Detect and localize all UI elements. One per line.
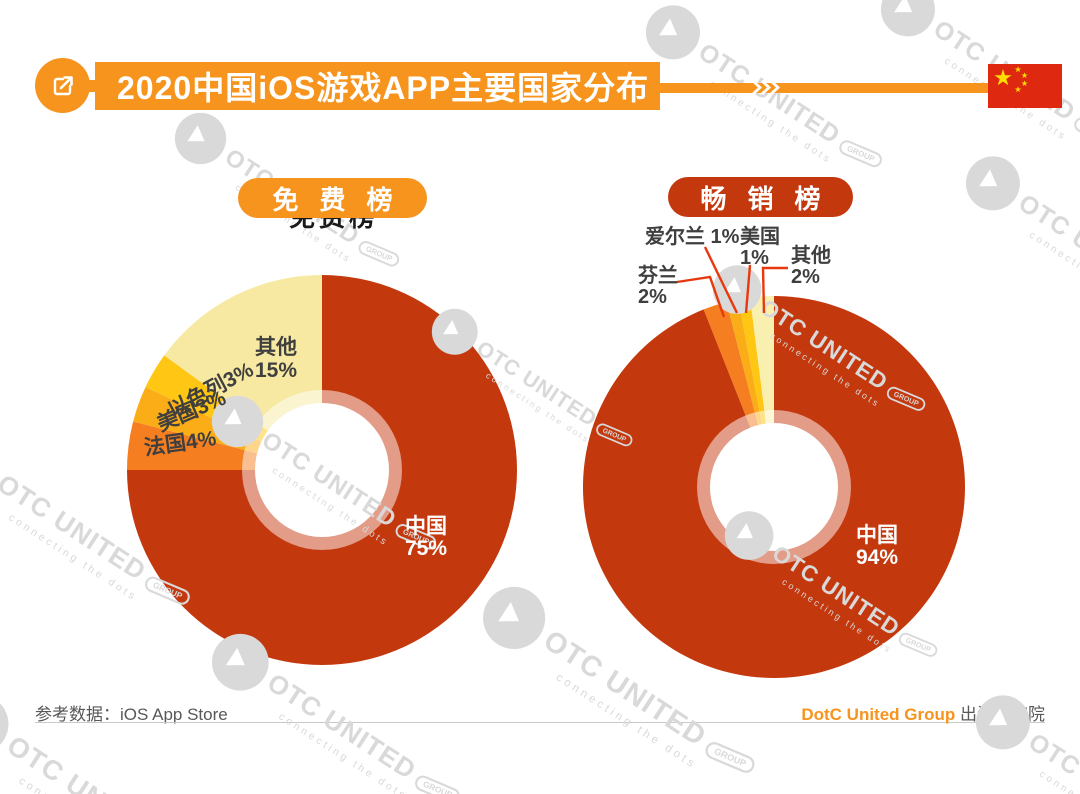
free-chart-pill: 免费榜 <box>238 178 427 218</box>
flag-star <box>1021 72 1028 79</box>
header-line <box>660 83 988 93</box>
donut-chart-grossing <box>583 296 965 678</box>
flag-star <box>1014 86 1022 93</box>
donut-hole <box>710 423 838 551</box>
watermark-disc-logo <box>965 685 1041 760</box>
grossing-chart-pill-label: 畅销榜 <box>700 183 842 214</box>
segment-label: 爱尔兰 1% <box>645 226 740 248</box>
watermark-disc-logo <box>635 0 711 70</box>
watermark-disc-logo <box>870 0 946 47</box>
chevrons-icon <box>752 79 782 100</box>
header-banner: 2020中国iOS游戏APP主要国家分布 <box>95 62 660 110</box>
flag-star <box>1014 66 1022 73</box>
source-note: 参考数据：iOS App Store <box>35 705 228 724</box>
segment-label: 美国 1% <box>740 226 780 269</box>
brand-name: DotC United Group <box>801 705 956 724</box>
watermark-disc-logo <box>165 103 237 174</box>
brand-credit: DotC United Group 出海研究院 <box>801 700 1045 725</box>
page-title: 2020中国iOS游戏APP主要国家分布 <box>117 70 650 106</box>
watermark-disc-logo <box>955 146 1031 221</box>
segment-label: 其他 2% <box>791 245 831 288</box>
header-logo-circle <box>35 58 90 113</box>
donut-hole <box>255 403 389 537</box>
watermark-disc-logo <box>0 424 10 503</box>
watermark-disc-logo <box>0 683 20 766</box>
china-flag-icon <box>988 64 1062 108</box>
external-link-icon <box>53 75 73 95</box>
footer-divider <box>35 722 1045 723</box>
brand-org: 出海研究院 <box>960 705 1045 724</box>
donut-chart-free <box>127 275 517 665</box>
free-chart-pill-label: 免费榜 <box>272 184 414 215</box>
flag-star <box>994 69 1012 86</box>
grossing-chart-pill: 畅销榜 <box>668 177 853 217</box>
flag-star <box>1021 80 1028 87</box>
